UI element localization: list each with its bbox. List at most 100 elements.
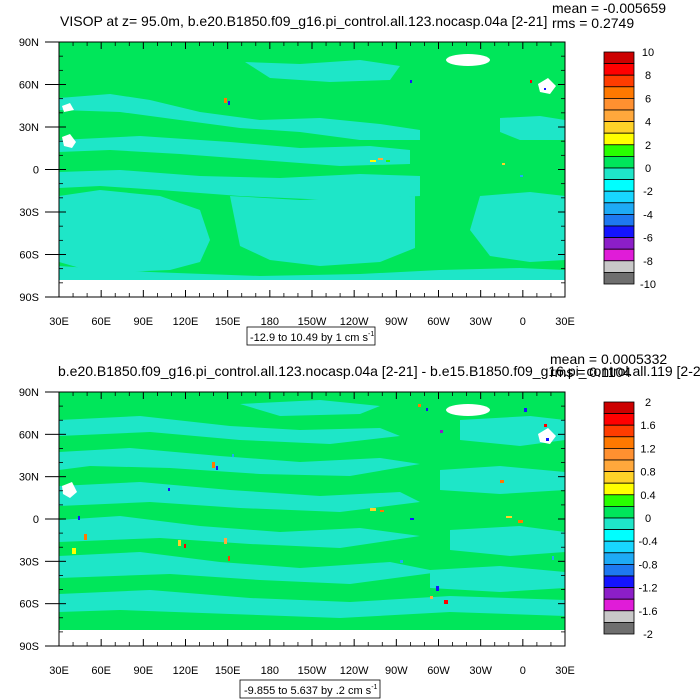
y-tick-label: 0 <box>33 165 39 177</box>
panel-bottom-map <box>59 392 565 646</box>
panel-top-cyan-field <box>59 60 565 280</box>
x-tick-label: 30W <box>469 316 492 328</box>
colorbar-box <box>603 459 635 473</box>
colorbar-box <box>603 144 635 157</box>
x-tick-label: 120W <box>340 316 369 328</box>
colorbar-label: 0 <box>645 163 651 175</box>
x-tick-label: 0 <box>520 665 526 677</box>
colorbar-label: 10 <box>642 47 654 59</box>
x-tick-label: 120E <box>173 665 199 677</box>
panel-top-mean: mean = -0.005659 <box>552 0 666 16</box>
colorbar-box <box>603 564 635 577</box>
x-tick-label: 90E <box>134 316 154 328</box>
panel-top-map <box>59 42 565 297</box>
colorbar-label: 0.4 <box>640 490 655 502</box>
colorbar-label: -0.4 <box>639 536 658 548</box>
colorbar-box <box>603 622 635 635</box>
y-tick-label: 30N <box>19 122 39 134</box>
colorbar-box <box>603 529 635 542</box>
x-tick-label: 90W <box>385 316 408 328</box>
panel-top-noise <box>224 80 546 177</box>
colorbar-box <box>603 109 635 123</box>
colorbar-box <box>603 494 635 507</box>
colorbar-box <box>603 413 635 426</box>
colorbar-box <box>603 471 635 484</box>
y-tick-label: 60N <box>19 80 39 92</box>
panel-bottom: mean = 0.0005332 b.e20.B1850.f09_g16.pi_… <box>19 351 700 699</box>
panel-bottom-cyan-field <box>59 400 565 618</box>
colorbar-label: 0 <box>645 513 651 525</box>
colorbar-box <box>603 237 635 250</box>
colorbar-label: -0.8 <box>639 559 658 571</box>
colorbar-box <box>603 447 635 461</box>
colorbar-box <box>603 121 635 134</box>
colorbar-label: 2 <box>645 140 651 152</box>
colorbar-label: -6 <box>643 233 653 245</box>
colorbar-box <box>603 225 635 239</box>
x-tick-label: 60E <box>91 665 111 677</box>
panel-top-land <box>62 54 556 148</box>
colorbar-box <box>603 587 635 600</box>
colorbar-box <box>603 132 635 146</box>
y-tick-label: 30S <box>19 207 39 219</box>
colorbar-box <box>603 179 635 192</box>
colorbar-box <box>603 517 635 531</box>
y-tick-label: 30N <box>19 472 39 484</box>
colorbar-box <box>603 202 635 215</box>
x-tick-label: 30E <box>555 665 575 677</box>
panel-bottom-noise <box>72 404 554 604</box>
colorbar-box <box>603 63 635 76</box>
colorbar-box <box>603 155 635 169</box>
colorbar-box <box>603 260 635 273</box>
y-tick-label: 0 <box>33 514 39 526</box>
panel-bottom-axes: 30E 60E 90E 120E 150E 180 150W 120W 90W 60W 30W 0 30… <box>19 387 575 677</box>
panel-bottom-title: b.e20.B1850.f09_g16.pi_control.all.123.n… <box>58 363 700 379</box>
colorbar-box <box>603 505 635 519</box>
panel-top-info-box <box>246 326 376 346</box>
x-tick-label: 90E <box>134 665 154 677</box>
colorbar-box <box>603 610 635 623</box>
colorbar-box <box>603 271 635 285</box>
x-tick-label: 150W <box>298 665 327 677</box>
colorbar-box <box>603 167 635 181</box>
colorbar-label: -1.2 <box>639 583 658 595</box>
y-tick-label: 90S <box>19 641 39 653</box>
x-tick-label: 180 <box>261 316 279 328</box>
colorbar-box <box>603 436 635 449</box>
y-tick-label: 60S <box>19 250 39 262</box>
x-tick-label: 60W <box>427 316 450 328</box>
x-tick-label: 120W <box>340 665 369 677</box>
x-tick-label: 60W <box>427 665 450 677</box>
colorbar-label: -8 <box>643 256 653 268</box>
x-tick-label: 120E <box>173 316 199 328</box>
y-tick-label: 90N <box>19 37 39 49</box>
colorbar-box <box>603 482 635 496</box>
colorbar-box <box>603 86 635 99</box>
x-tick-label: 30E <box>49 316 69 328</box>
y-tick-label: 90N <box>19 387 39 399</box>
colorbar-label: -10 <box>640 279 656 291</box>
panel-top: VISOP at z= 95.0m, b.e20.B1850.f09_g16.p… <box>19 0 666 346</box>
x-tick-label: 150W <box>298 316 327 328</box>
panel-bottom-mean: mean = 0.0005332 <box>550 351 667 367</box>
colorbar-box <box>603 540 635 554</box>
panel-top-info-text: -12.9 to 10.49 by 1 cm s-1 <box>250 331 374 344</box>
colorbar-box <box>603 575 635 589</box>
x-tick-label: 90W <box>385 665 408 677</box>
colorbar-box <box>603 190 635 204</box>
panel-top-title: VISOP at z= 95.0m, b.e20.B1850.f09_g16.p… <box>60 13 547 29</box>
y-tick-label: 90S <box>19 292 39 304</box>
colorbar-label: 2 <box>645 397 651 409</box>
colorbar-label: 6 <box>645 93 651 105</box>
colorbar-label: 8 <box>645 70 651 82</box>
panel-bottom-info-text: -9.855 to 5.637 by .2 cm s-1 <box>244 684 378 697</box>
colorbar-box <box>603 213 635 227</box>
x-tick-label: 150E <box>215 316 241 328</box>
colorbar-box <box>603 248 635 262</box>
panel-bottom-rms: rms = 0.1104 <box>550 364 631 380</box>
y-tick-label: 60S <box>19 599 39 611</box>
colorbar-label: -1.6 <box>639 606 658 618</box>
x-tick-label: 60E <box>91 316 111 328</box>
y-tick-label: 30S <box>19 556 39 568</box>
